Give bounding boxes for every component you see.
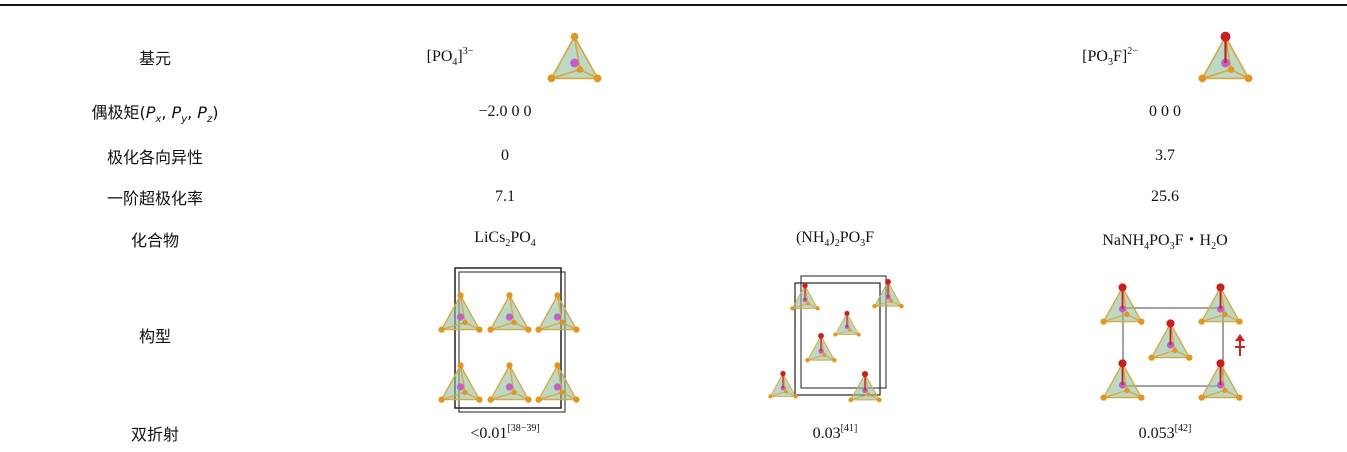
text-segment: F・H	[1175, 232, 1211, 249]
text-segment: PO	[1149, 232, 1169, 249]
text-segment: [42]	[1175, 423, 1192, 434]
row-label: 偶极矩(Px, Py, Pz)	[92, 99, 219, 125]
text-segment: P	[172, 103, 182, 122]
text-segment: [PO	[1082, 48, 1108, 65]
table-page: 基元 [PO4]3− [PO3F]2− 偶极矩(Px, Py, Pz) −2.0 0 0…	[0, 0, 1347, 452]
text-segment: 4	[531, 238, 536, 249]
text-segment: P	[197, 103, 207, 122]
text-segment: 0.03	[813, 425, 841, 442]
table-cell: 25.6	[1151, 188, 1179, 206]
text-segment: ,	[187, 103, 197, 122]
table-cell: [PO4]3−	[427, 46, 584, 68]
table-cell: 0	[501, 147, 509, 165]
text-segment: 一阶超极化率	[107, 189, 203, 208]
text-segment: (NH	[796, 229, 824, 246]
table-cell: 0.03[41]	[813, 423, 858, 443]
table-cell: (NH4)2PO3F	[796, 229, 874, 249]
text-segment: −2.0 0 0	[478, 103, 531, 120]
text-segment: [PO	[427, 48, 453, 65]
text-segment: [38−39]	[507, 423, 539, 434]
text-segment: O	[1216, 232, 1228, 249]
text-segment: 25.6	[1151, 188, 1179, 205]
table-cell: 0.053[42]	[1139, 423, 1192, 443]
text-segment: LiCs	[474, 229, 505, 246]
text-segment: 0.053	[1139, 425, 1175, 442]
table-cell: −2.0 0 0	[478, 103, 531, 121]
text-segment: 基元	[139, 49, 171, 68]
text-segment: 3−	[463, 46, 474, 57]
text-segment: 7.1	[495, 188, 515, 205]
text-segment: NaNH	[1102, 232, 1144, 249]
text-segment: )	[212, 103, 218, 122]
text-segment: 极化各向异性	[107, 148, 203, 167]
text-segment: 0 0 0	[1149, 103, 1181, 120]
text-segment: PO	[840, 229, 860, 246]
text-segment: 化合物	[131, 231, 179, 250]
row-label: 化合物	[131, 227, 179, 251]
row-label: 一阶超极化率	[107, 185, 203, 209]
text-segment: 构型	[139, 327, 171, 346]
row-label: 极化各向异性	[107, 144, 203, 168]
text-segment: 0	[501, 147, 509, 164]
table-cell: 0 0 0	[1149, 103, 1181, 121]
text-segment: F	[865, 229, 874, 246]
row-label: 基元	[139, 45, 171, 69]
table-cell: LiCs2PO4	[474, 229, 536, 249]
text-segment: 偶极矩(	[92, 103, 146, 122]
text-segment: ,	[161, 103, 171, 122]
text-segment: F]	[1113, 48, 1127, 65]
text-segment: 双折射	[131, 425, 179, 444]
row-label: 双折射	[131, 421, 179, 445]
table-cell: 7.1	[495, 188, 515, 206]
table-cell: <0.01[38−39]	[470, 423, 539, 443]
text-segment: <0.01	[470, 425, 507, 442]
table-cell: NaNH4PO3F・H2O	[1102, 226, 1227, 252]
text-segment: PO	[510, 229, 530, 246]
table-cell: 3.7	[1155, 147, 1175, 165]
text-segment: [41]	[841, 423, 858, 434]
text-segment: 3.7	[1155, 147, 1175, 164]
text-segment: P	[146, 103, 156, 122]
text-segment: 2−	[1127, 46, 1138, 57]
row-label: 构型	[139, 323, 171, 347]
table-cell: [PO3F]2−	[1082, 46, 1248, 68]
